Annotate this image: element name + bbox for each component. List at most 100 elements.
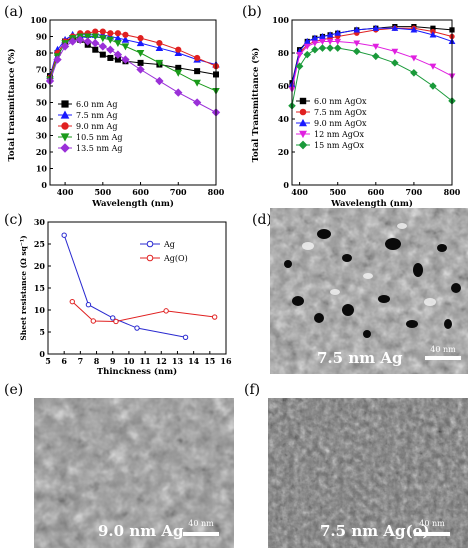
y-tick-label-c-5: 25: [34, 239, 45, 249]
data-point-b-3-11: [429, 63, 437, 70]
x-axis-title-b: Wavelength (nm): [330, 198, 413, 209]
data-point-a-3-13: [174, 69, 183, 77]
plot-frame-a: [49, 19, 217, 186]
legend-label-b-3: 12 nm AgOx: [314, 130, 364, 139]
legend-marker-a-3: [60, 133, 70, 142]
x-tick-label-c-3: 8: [94, 356, 100, 366]
x-tick-label-c-10: 15: [204, 356, 215, 366]
data-point-b-4-11: [429, 82, 437, 90]
data-point-a-3-6: [91, 33, 100, 41]
y-tick-label-a-0: 0: [41, 180, 47, 190]
y-axis-title-c-text: Sheet resistance (Ω sq⁻¹): [19, 235, 28, 340]
data-point-a-3-11: [136, 50, 145, 57]
x-tick-label-b-3: 700: [406, 187, 423, 197]
x-tick-label-c-7: 12: [156, 356, 167, 366]
data-point-b-4-9: [391, 59, 399, 67]
y-tick-label-b-2: 40: [278, 114, 290, 124]
data-point-a-4-14: [192, 98, 202, 107]
y-tick-label-a-9: 90: [36, 32, 48, 42]
data-point-b-4-8: [372, 52, 380, 61]
x-tick-label-b-0: 400: [291, 187, 308, 197]
legend-marker-b-1: [299, 108, 307, 116]
data-point-a-4-13: [174, 88, 183, 97]
data-point-b-2-5: [326, 31, 334, 38]
y-tick-label-a-4: 40: [36, 114, 48, 124]
x-tick-label-c-2: 7: [78, 356, 84, 366]
data-point-a-2-7: [99, 28, 106, 35]
series-line-a-1: [49, 34, 217, 77]
legend-marker-c-0: [146, 240, 154, 248]
data-point-a-3-5: [83, 33, 92, 41]
panel-letter-c: (c): [4, 212, 23, 228]
data-point-a-4-9: [113, 50, 123, 59]
panel-letter-f: (f): [244, 382, 260, 398]
legend-c: Ag Ag(O): [140, 240, 188, 263]
x-tick-label-c-1: 6: [61, 356, 67, 366]
data-point-c-0-3: [134, 325, 140, 331]
legend-label-b-4: 15 nm AgOx: [314, 141, 364, 150]
y-tick-label-a-7: 70: [36, 65, 48, 75]
data-point-c-1-4: [211, 314, 218, 320]
scale-bar-f: [414, 532, 450, 536]
series-line-a-3: [49, 36, 217, 92]
ticks-a: 400 500 600 700 800 0 10 20 30 40 50 60 70 80 90 100: [30, 15, 224, 197]
data-point-a-4-5: [83, 37, 92, 46]
y-tick-label-a-10: 100: [30, 15, 47, 25]
scale-text-d: 40 nm: [430, 345, 456, 354]
data-point-c-0-4: [182, 334, 189, 340]
legend-marker-b-2: [299, 118, 307, 127]
data-point-b-2-8: [372, 24, 380, 31]
sem-label-d: 7.5 nm Ag: [317, 349, 403, 367]
data-point-a-3-10: [121, 43, 130, 51]
data-point-a-4-2: [60, 42, 70, 51]
legend-marker-a-4: [60, 143, 70, 153]
data-point-b-4-6: [333, 44, 342, 52]
x-tick-label-b-2: 600: [367, 187, 384, 197]
legend-label-a-1: 7.5 nm Ag: [76, 111, 117, 120]
x-tick-label-c-5: 10: [123, 356, 135, 366]
x-tick-label-b-4: 800: [444, 187, 461, 197]
sem-image-e: [34, 398, 234, 548]
series-c: [61, 232, 218, 340]
chart-c: (c) Sheet resistance (Ω sq⁻¹) 5 6 7 8 9 10 11 1…: [4, 212, 232, 377]
data-point-b-3-6: [334, 38, 342, 45]
y-tick-label-a-1: 10: [36, 164, 48, 174]
legend-a: 6.0 nm Ag 7.5 nm Ag 9.0 nm Ag 10.5 nm Ag 13.…: [58, 100, 123, 153]
data-point-b-3-3: [311, 40, 319, 47]
data-point-b-4-3: [311, 45, 319, 54]
x-tick-label-c-6: 11: [140, 356, 151, 366]
plot-frame-c: [47, 221, 227, 355]
sem-highlights-d: [302, 223, 436, 306]
panel-letter-b: (b): [242, 4, 262, 20]
data-point-a-2-9: [114, 30, 122, 37]
sem-image-f: [268, 398, 468, 548]
sem-panel-e: (e) 9.0 nm Ag 40 nm: [4, 382, 234, 548]
data-point-b-4-10: [410, 69, 418, 77]
data-point-a-3-8: [106, 36, 115, 44]
legend-marker-b-3: [299, 130, 307, 139]
legend-label-b-2: 9.0 nm AgOx: [314, 119, 367, 128]
y-tick-label-c-0: 0: [39, 349, 45, 359]
data-point-b-3-8: [372, 43, 380, 50]
legend-label-b-1: 7.5 nm AgOx: [314, 108, 367, 117]
data-point-a-2-10: [122, 31, 129, 38]
y-axis-title-b: Total Transmittance (%): [250, 48, 261, 163]
y-tick-label-c-3: 15: [34, 283, 45, 293]
data-point-b-2-11: [429, 31, 437, 38]
data-point-a-4-12: [155, 76, 164, 86]
data-point-a-2-8: [107, 30, 114, 37]
data-point-a-3-14: [193, 79, 201, 87]
plot-frame-b: [291, 19, 453, 186]
data-point-a-2-12: [156, 40, 163, 47]
legend-label-a-2: 9.0 nm Ag: [76, 122, 117, 131]
scale-bar-d: [425, 356, 461, 360]
data-point-a-4-7: [98, 42, 107, 51]
data-point-a-1-12: [155, 44, 164, 52]
data-point-a-4-8: [106, 45, 115, 54]
data-point-a-3-7: [99, 35, 107, 43]
data-point-a-2-11: [137, 35, 144, 42]
legend-label-a-3: 10.5 nm Ag: [76, 133, 123, 142]
sem-label-e: 9.0 nm Ag: [98, 522, 184, 540]
data-point-b-4-7: [352, 47, 361, 56]
